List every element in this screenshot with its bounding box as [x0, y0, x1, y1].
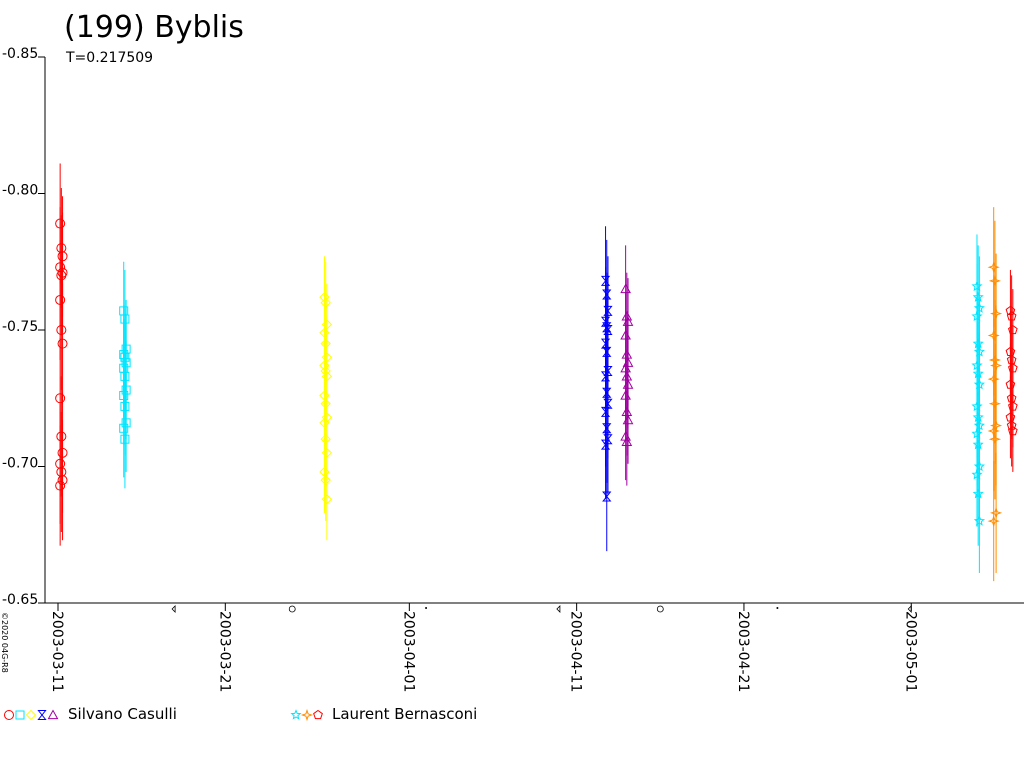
data-point: [121, 418, 131, 428]
x-tick-label: 2003-03-21: [216, 611, 232, 692]
data-point: [119, 423, 129, 433]
legend-hourglass-icon: [37, 710, 47, 720]
data-point: [57, 338, 68, 349]
data-point: [603, 398, 613, 409]
observer-name-1: Silvano Casulli: [68, 705, 177, 723]
moon-phase-icon: [425, 607, 428, 609]
legend-square-icon: [15, 710, 25, 720]
data-point: [603, 325, 613, 335]
moon-phase-icon: [556, 605, 561, 613]
data-point: [1005, 412, 1016, 422]
data-point: [973, 460, 985, 472]
period-label: T=0.217509: [66, 50, 154, 66]
series-1: [55, 163, 68, 546]
data-point: [603, 305, 613, 316]
y-tick-label: -0.70: [2, 456, 38, 472]
data-point: [1006, 420, 1017, 430]
data-point: [1008, 425, 1018, 436]
data-point: [321, 447, 333, 459]
data-point: [973, 515, 985, 526]
chart-title: (199) Byblis: [64, 10, 244, 45]
series-8: [1005, 269, 1018, 472]
series-3: [319, 256, 333, 541]
data-point: [321, 494, 333, 505]
data-point: [56, 325, 67, 335]
moon-phase-icon: [288, 605, 296, 613]
observer-name-2: Laurent Bernasconi: [332, 705, 478, 723]
series-5: [620, 245, 634, 486]
series-4: [600, 226, 613, 552]
data-point: [56, 466, 67, 477]
x-tick-label: 2003-05-01: [902, 611, 918, 692]
legend-symbols-1: [4, 709, 59, 721]
x-tick-label: 2003-03-11: [49, 611, 65, 692]
x-tick-label: 2003-04-01: [400, 611, 416, 692]
x-tick-label: 2003-04-11: [568, 611, 584, 692]
data-point: [987, 424, 1000, 438]
data-point: [57, 475, 68, 486]
moon-phase-icon: [907, 605, 912, 613]
moon-phase-icon: [776, 607, 779, 609]
legend-circle-icon: [4, 710, 14, 720]
legend-diamond-icon: [25, 709, 37, 721]
data-point: [987, 514, 1000, 528]
data-point: [120, 434, 130, 444]
data-point: [972, 487, 984, 499]
series-2: [119, 261, 131, 489]
copyright-label: ©2020 04G-R8: [0, 612, 9, 673]
moon-phase-icon: [656, 605, 664, 613]
data-point: [55, 480, 66, 491]
x-tick-label: 2003-04-21: [735, 611, 751, 692]
data-point: [55, 393, 66, 404]
legend-symbols-2: [290, 708, 323, 722]
legend-pentagon-icon: [313, 709, 323, 720]
data-point: [971, 468, 983, 480]
data-point: [988, 433, 1002, 446]
data-point: [57, 267, 68, 278]
legend-triangle-icon: [47, 709, 59, 720]
moon-phase-icon: [171, 605, 176, 613]
data-point: [55, 294, 66, 305]
y-tick-label: -0.80: [2, 183, 38, 199]
series-7: [987, 207, 1003, 582]
legend-diamond-star-icon: [300, 708, 314, 722]
legend-star-icon: [290, 709, 302, 720]
data-point: [621, 436, 633, 447]
data-point: [988, 274, 1001, 288]
y-tick-label: -0.85: [2, 46, 38, 62]
series-6: [971, 234, 985, 573]
y-tick-label: -0.75: [2, 319, 38, 335]
data-point: [320, 474, 331, 486]
data-point: [602, 491, 612, 502]
y-tick-label: -0.65: [2, 592, 38, 608]
data-point: [319, 417, 330, 429]
